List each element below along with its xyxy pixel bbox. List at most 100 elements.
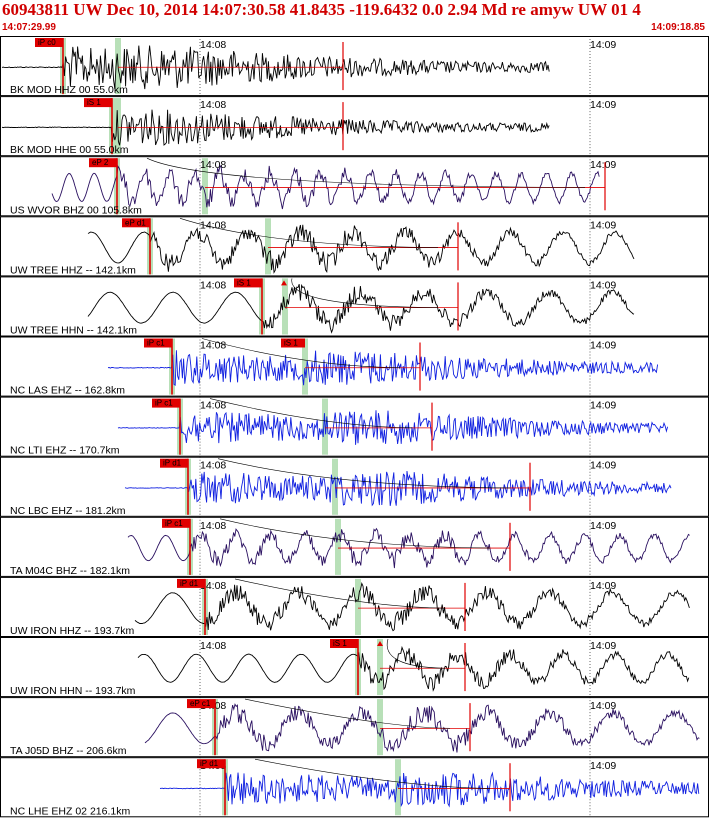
trace-panel[interactable]: 14:08 14:09 eP 2 US WVOR BHZ 00 105.8km [0,156,709,217]
pick-box[interactable] [162,518,190,528]
s-marker [281,280,287,286]
time-tick-label: 14:09 [590,760,616,772]
station-label: NC LHE EHZ 02 216.1km [10,805,130,817]
pick-label: iP c1 [165,519,183,528]
time-tick-label: 14:09 [590,219,616,231]
pick-label: iS 1 [333,639,347,648]
pick-box[interactable] [177,578,205,588]
trace-panel[interactable]: 14:08 14:09 iP c1 TA M04C BHZ -- 182.1km [0,516,709,577]
pick-box[interactable] [35,38,63,47]
pick-label: iP c1 [155,399,173,408]
s-window [332,458,338,515]
waveform [127,527,690,569]
trace-panel[interactable]: 14:08 14:09 iS 1 BK MOD HHE 00 55.0km [0,96,709,157]
pick-box[interactable] [84,98,112,108]
waveform [124,470,672,507]
waveform [144,703,700,753]
event-title: 60943811 UW Dec 10, 2014 14:07:30.58 41.… [2,0,641,19]
station-label: NC LBC EHZ -- 181.2km [10,505,126,517]
station-label: UW TREE HHZ -- 142.1km [10,264,136,276]
station-label: NC LAS EHZ -- 162.8km [10,385,125,397]
pick-box[interactable] [187,699,215,709]
time-tick-label: 14:09 [590,460,616,472]
pick-box[interactable] [122,218,150,228]
trace-panel[interactable]: 14:08 14:09 iP c0 BK MOD HHZ 00 55.0km [0,36,709,97]
station-label: BK MOD HHE 00 55.0km [10,144,129,156]
s-window [202,158,208,215]
pick-label: iP d1 [180,579,199,588]
trace-panel[interactable]: 14:08 14:09 iP c1 iS 1 NC LAS EHZ -- 162.8km [0,336,709,397]
event-header: 60943811 UW Dec 10, 2014 14:07:30.58 41.… [0,0,709,36]
trace-panel[interactable]: 14:08 14:09 iP d1 UW IRON HHZ -- 193.7km [0,576,709,638]
pick-box[interactable] [234,278,262,288]
pick-label: iS 1 [87,98,101,107]
station-label: UW TREE HHN -- 142.1km [10,325,137,337]
time-tick-label: 14:08 [200,219,226,231]
time-tick-label: 14:09 [590,159,616,171]
waveform [1,45,550,90]
station-label: BK MOD HHZ 00 55.0km [10,84,128,96]
decay-curve [146,157,586,188]
s-window [395,759,401,816]
waveform [1,109,550,146]
pick-box[interactable] [197,759,225,769]
waveform [107,350,659,387]
time-tick-label: 14:08 [200,39,226,51]
s-window [302,338,308,395]
s-window [377,639,383,696]
decay-curve [179,218,439,248]
time-tick-label: 14:08 [200,159,226,171]
s-window [335,518,341,575]
s-window [377,699,383,756]
pick-label: iP c0 [38,38,56,47]
decay-curve [201,338,401,369]
waveform [137,645,690,692]
s-pick-label: iS 1 [284,339,298,348]
s-window [265,218,271,275]
s-pick-box[interactable] [281,338,305,348]
trace-panel[interactable]: 14:08 14:09 iS 1 UW TREE HHN -- 142.1km [0,276,709,337]
pick-box[interactable] [89,158,117,168]
pick-box[interactable] [160,458,188,468]
station-label: UW IRON HHN -- 193.7km [10,685,136,697]
waveform [87,224,635,274]
time-tick-label: 14:08 [200,640,226,652]
waveform [87,283,635,334]
time-tick-label: 14:08 [200,520,226,532]
decay-curve [386,638,446,669]
pick-label: iS 1 [237,278,251,287]
station-label: NC LTI EHZ -- 170.7km [10,445,120,457]
waveform [159,771,700,808]
pick-box[interactable] [152,398,180,408]
trace-panel[interactable]: 14:08 14:09 iP c1 NC LTI EHZ -- 170.7km [0,396,709,457]
station-label: TA J05D BHZ -- 206.6km [10,745,127,757]
time-tick-label: 14:08 [200,99,226,111]
time-tick-label: 14:09 [590,520,616,532]
pick-box[interactable] [330,639,358,648]
time-tick-label: 14:09 [590,99,616,111]
station-label: TA M04C BHZ -- 182.1km [10,565,130,577]
time-tick-label: 14:08 [200,400,226,412]
decay-curve [291,278,439,308]
time-tick-label: 14:08 [200,279,226,291]
s-window [355,578,361,635]
time-tick-label: 14:08 [200,460,226,472]
decay-curve [234,578,446,609]
waveform [117,410,669,445]
start-time: 14:07:29.99 [2,22,56,33]
decay-curve [209,398,413,429]
trace-panel[interactable]: 14:08 14:09 eP d1 UW TREE HHZ -- 142.1km [0,216,709,277]
trace-panel[interactable]: 14:08 14:09 iP d1 NC LBC EHZ -- 181.2km [0,456,709,517]
pick-box[interactable] [144,338,172,348]
time-tick-label: 14:08 [200,340,226,352]
station-label: UW IRON HHZ -- 193.7km [10,625,135,637]
end-time: 14:09:18.85 [651,22,705,33]
time-tick-label: 14:08 [200,580,226,592]
decay-curve [219,518,491,549]
decay-curve [217,458,511,489]
trace-panel[interactable]: 14:08 14:09 iS 1 UW IRON HHN -- 193.7km [0,637,709,698]
s-marker [377,641,383,646]
